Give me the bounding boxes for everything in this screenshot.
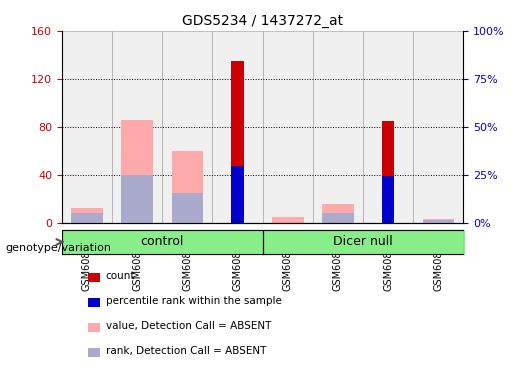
Text: rank, Detection Call = ABSENT: rank, Detection Call = ABSENT [106,346,266,356]
Bar [382,176,394,223]
Bar [122,175,153,223]
Bar [162,31,212,223]
Bar [272,217,303,223]
Bar [171,193,203,223]
Bar [423,220,454,223]
Bar [413,31,464,223]
Bar [423,219,454,223]
Bar [171,151,203,223]
Bar [71,208,102,223]
Bar [212,31,263,223]
Text: control: control [141,235,184,248]
Bar [363,31,413,223]
Bar [322,204,354,223]
Text: percentile rank within the sample: percentile rank within the sample [106,296,282,306]
Bar [122,119,153,223]
Bar [382,121,394,223]
Text: Dicer null: Dicer null [333,235,393,248]
Text: value, Detection Call = ABSENT: value, Detection Call = ABSENT [106,321,271,331]
Bar [263,31,313,223]
Title: GDS5234 / 1437272_at: GDS5234 / 1437272_at [182,14,343,28]
Bar [231,61,244,223]
Bar [62,31,112,223]
Bar [322,213,354,223]
Bar [313,31,363,223]
Bar [231,166,244,223]
Bar [112,31,162,223]
Text: genotype/variation: genotype/variation [5,243,111,253]
Bar [71,213,102,223]
Text: count: count [106,271,135,281]
